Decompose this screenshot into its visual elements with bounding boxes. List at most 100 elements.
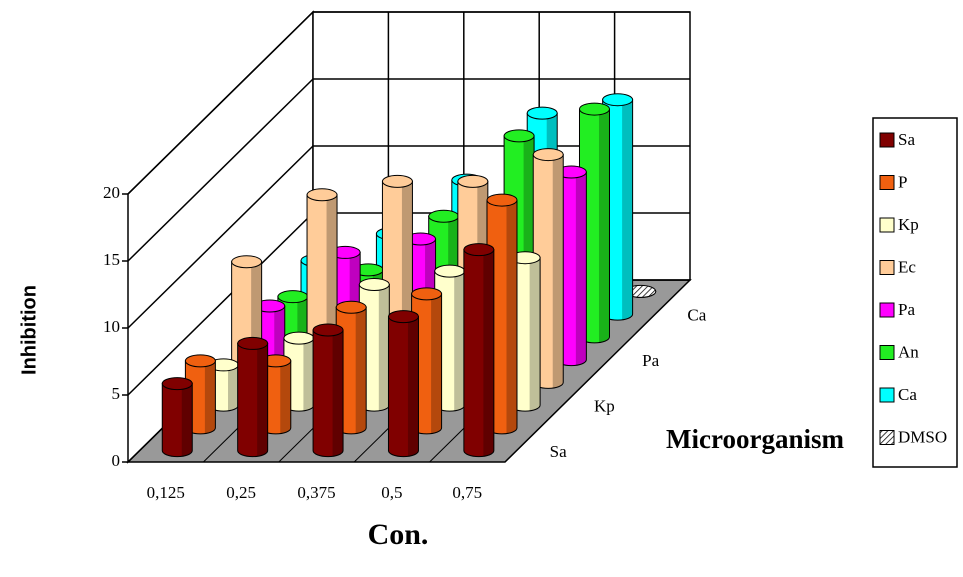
- bar-shade: [598, 109, 610, 343]
- x-tick-label: 0,5: [381, 483, 402, 502]
- x-tick-label: 0,375: [297, 483, 335, 502]
- bar-shade: [297, 296, 308, 343]
- bar-shade: [483, 249, 494, 457]
- legend-label: Sa: [898, 130, 915, 149]
- legend-swatch: [879, 430, 895, 445]
- grid-line: [127, 212, 314, 396]
- bar-top: [335, 300, 367, 314]
- y-tick-label: 10: [103, 317, 120, 336]
- depth-tick-label: Pa: [642, 351, 659, 370]
- bar-shade: [575, 172, 587, 366]
- bar-top: [532, 148, 564, 162]
- bar-top: [503, 129, 535, 143]
- legend-swatch: [879, 260, 895, 275]
- bar: [578, 102, 610, 344]
- legend-label: An: [898, 342, 919, 361]
- bar-shade: [454, 271, 465, 411]
- y-tick-label: 0: [112, 451, 121, 470]
- bar-shade: [431, 293, 442, 434]
- bar: [463, 243, 495, 458]
- bar: [434, 264, 466, 412]
- bar-top: [387, 310, 419, 324]
- bar: [335, 300, 367, 435]
- bar-body: [161, 383, 193, 458]
- y-tick-label: 15: [103, 250, 120, 269]
- grid-line: [127, 145, 314, 329]
- bar-top: [277, 290, 309, 304]
- bar: [312, 323, 344, 458]
- bar: [283, 331, 315, 412]
- legend-swatch: [879, 387, 895, 403]
- bar-top: [231, 255, 263, 269]
- bar-top: [411, 287, 443, 301]
- bar-top: [306, 188, 338, 202]
- bar: [555, 165, 587, 367]
- bar-shade: [622, 99, 633, 320]
- grid-line: [127, 78, 314, 262]
- bar-body: [463, 249, 495, 458]
- bar-top: [312, 323, 344, 337]
- depth-axis-title: Microorganism: [666, 424, 844, 454]
- depth-tick-label: Sa: [550, 442, 567, 461]
- bar-top: [184, 354, 216, 368]
- bar: [509, 251, 541, 412]
- y-tick-label: 20: [103, 183, 120, 202]
- bar-top: [428, 209, 460, 223]
- bar: [625, 284, 657, 298]
- legend-label: Kp: [898, 215, 919, 234]
- bar-shade: [407, 316, 419, 457]
- bar-top: [526, 106, 558, 120]
- bar-shade: [529, 257, 541, 411]
- bar-shade: [355, 307, 367, 434]
- bar-body: [312, 329, 344, 458]
- bar-shade: [552, 154, 564, 389]
- bar-body: [387, 316, 419, 458]
- bar-shade: [228, 364, 239, 411]
- bar-top: [161, 377, 193, 391]
- bar-body: [237, 342, 269, 458]
- bar-shade: [280, 360, 291, 434]
- bar-shade: [257, 343, 268, 457]
- bar: [208, 358, 240, 412]
- legend-swatch: [879, 302, 895, 318]
- legend-swatch: [879, 132, 895, 148]
- bar: [184, 354, 216, 435]
- bar-top: [463, 243, 495, 257]
- bar-shade: [378, 284, 390, 411]
- legend-swatch: [879, 217, 895, 233]
- legend-label: P: [898, 172, 907, 191]
- bar: [237, 336, 269, 458]
- bar: [602, 93, 634, 321]
- bar-top: [486, 193, 518, 207]
- legend-box: [872, 117, 958, 468]
- x-tick-label: 0,125: [147, 483, 185, 502]
- bar-shade: [332, 330, 344, 457]
- bar-top: [602, 93, 634, 107]
- bars: [161, 93, 657, 458]
- bar: [260, 354, 292, 435]
- bar-shade: [204, 360, 216, 434]
- grid-line: [127, 11, 314, 195]
- bar-top: [237, 336, 269, 350]
- bar-top: [457, 174, 489, 188]
- bar-top: [381, 174, 413, 188]
- bar: [486, 193, 518, 435]
- legend-label: Pa: [898, 300, 915, 319]
- bar-top: [434, 264, 466, 278]
- bar: [161, 377, 193, 458]
- bar-top: [578, 102, 610, 116]
- bar-shade: [506, 200, 517, 434]
- legend-swatch: [879, 175, 895, 190]
- legend-swatch: [879, 345, 895, 360]
- y-tick-label: 5: [112, 384, 121, 403]
- bar-shade: [274, 306, 285, 366]
- depth-tick-label: Ca: [687, 306, 706, 325]
- legend-label: DMSO: [898, 427, 947, 446]
- y-axis-title: Inhibition: [18, 285, 40, 375]
- legend: Sa P Kp Ec Pa An Ca DMSO: [879, 130, 947, 446]
- bar: [387, 310, 419, 458]
- x-tick-label: 0,25: [226, 483, 256, 502]
- bar-top: [358, 278, 390, 292]
- x-axis-title: Con.: [368, 518, 429, 551]
